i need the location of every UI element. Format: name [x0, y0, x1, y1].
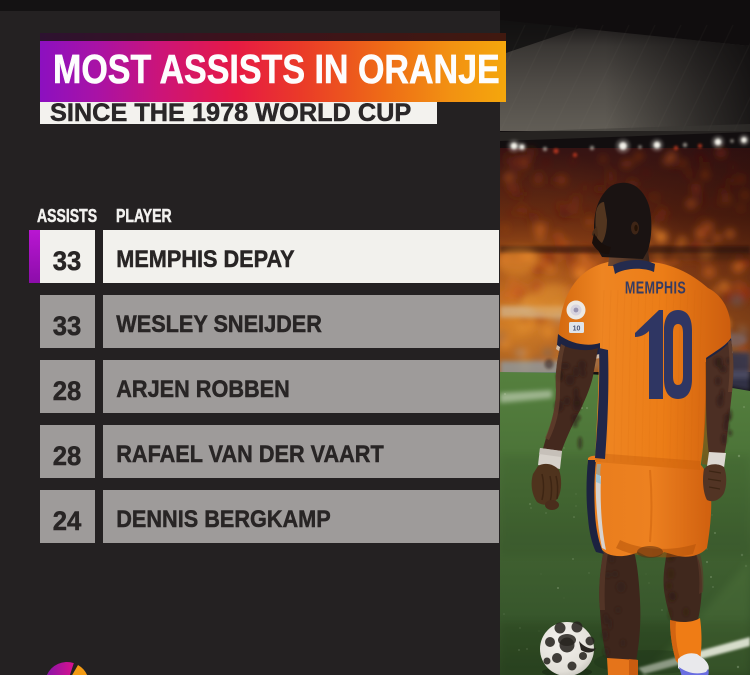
svg-text:MEMPHIS: MEMPHIS — [625, 278, 686, 298]
svg-text:10: 10 — [573, 326, 581, 333]
